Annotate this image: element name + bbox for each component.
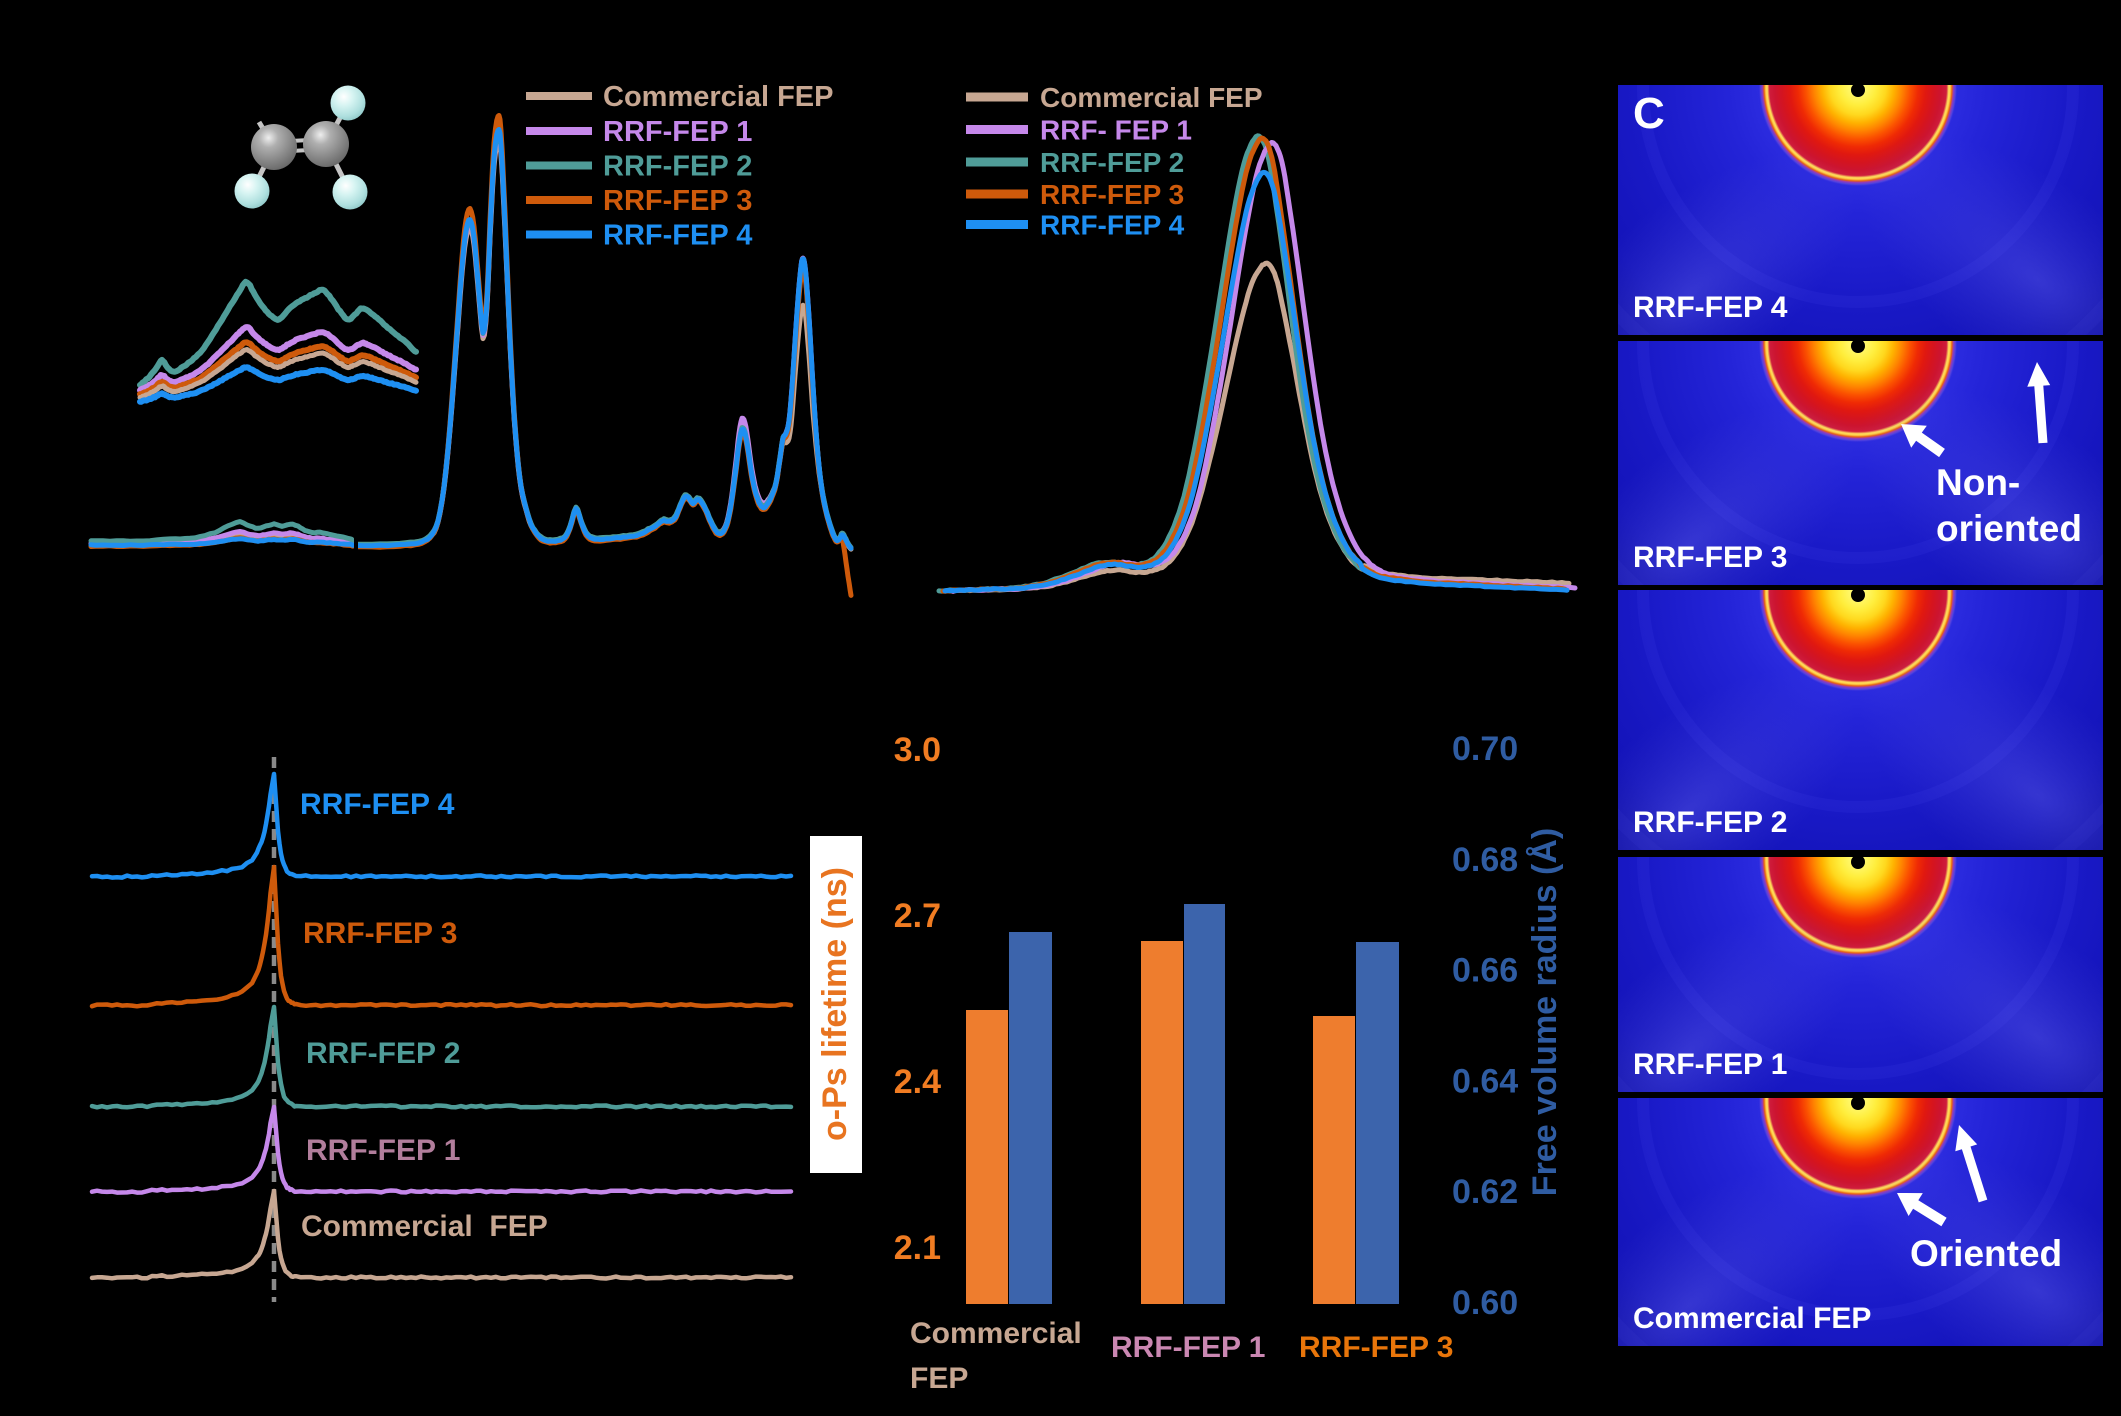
svg-text:Commercial FEP: Commercial FEP xyxy=(1040,82,1263,113)
svg-text:0.66: 0.66 xyxy=(1452,952,1518,990)
svg-text:RRF-FEP 2: RRF-FEP 2 xyxy=(306,1037,460,1070)
svg-text:RRF-FEP 4: RRF-FEP 4 xyxy=(603,220,752,252)
svg-text:0.60: 0.60 xyxy=(1452,1284,1518,1322)
svg-text:RRF-FEP 3: RRF-FEP 3 xyxy=(1040,179,1184,210)
svg-text:RRF-FEP 3: RRF-FEP 3 xyxy=(1299,1331,1453,1364)
svg-text:oriented: oriented xyxy=(1936,508,2082,549)
svg-text:3.0: 3.0 xyxy=(894,731,941,769)
svg-text:2.4: 2.4 xyxy=(894,1063,941,1101)
svg-text:RRF-FEP 1: RRF-FEP 1 xyxy=(306,1134,460,1167)
svg-text:Commercial FEP: Commercial FEP xyxy=(1633,1302,1871,1335)
svg-text:Commercial FEP: Commercial FEP xyxy=(603,81,833,113)
svg-text:o-Ps lifetime (ns): o-Ps lifetime (ns) xyxy=(816,867,854,1141)
svg-text:RRF-FEP 3: RRF-FEP 3 xyxy=(603,185,752,217)
svg-text:2.1: 2.1 xyxy=(894,1229,941,1267)
svg-text:FEP: FEP xyxy=(910,1362,968,1395)
svg-text:Non-: Non- xyxy=(1936,462,2020,503)
svg-text:0.64: 0.64 xyxy=(1452,1062,1518,1100)
svg-text:RRF- FEP 1: RRF- FEP 1 xyxy=(1040,115,1192,146)
svg-text:2.7: 2.7 xyxy=(894,897,941,935)
svg-text:Commercial: Commercial xyxy=(910,1317,1082,1350)
svg-text:C: C xyxy=(1633,89,1665,138)
svg-text:0.68: 0.68 xyxy=(1452,841,1518,879)
svg-text:RRF-FEP 2: RRF-FEP 2 xyxy=(603,151,752,183)
svg-text:RRF-FEP 2: RRF-FEP 2 xyxy=(1633,806,1787,839)
svg-text:Free volume radius (Å): Free volume radius (Å) xyxy=(1526,828,1564,1196)
svg-text:Oriented: Oriented xyxy=(1910,1233,2062,1274)
svg-text:RRF-FEP 2: RRF-FEP 2 xyxy=(1040,147,1184,178)
svg-text:RRF-FEP 1: RRF-FEP 1 xyxy=(1111,1331,1265,1364)
svg-text:RRF-FEP 3: RRF-FEP 3 xyxy=(303,917,457,950)
svg-text:RRF-FEP 1: RRF-FEP 1 xyxy=(1633,1048,1787,1081)
svg-text:RRF-FEP 3: RRF-FEP 3 xyxy=(1633,541,1787,574)
svg-text:0.70: 0.70 xyxy=(1452,730,1518,768)
svg-text:RRF-FEP 4: RRF-FEP 4 xyxy=(300,788,455,821)
svg-text:RRF-FEP 1: RRF-FEP 1 xyxy=(603,116,752,148)
svg-text:RRF-FEP 4: RRF-FEP 4 xyxy=(1633,291,1788,324)
svg-text:0.62: 0.62 xyxy=(1452,1173,1518,1211)
svg-text:RRF-FEP 4: RRF-FEP 4 xyxy=(1040,210,1185,241)
svg-text:Commercial FEP: Commercial FEP xyxy=(301,1210,548,1243)
